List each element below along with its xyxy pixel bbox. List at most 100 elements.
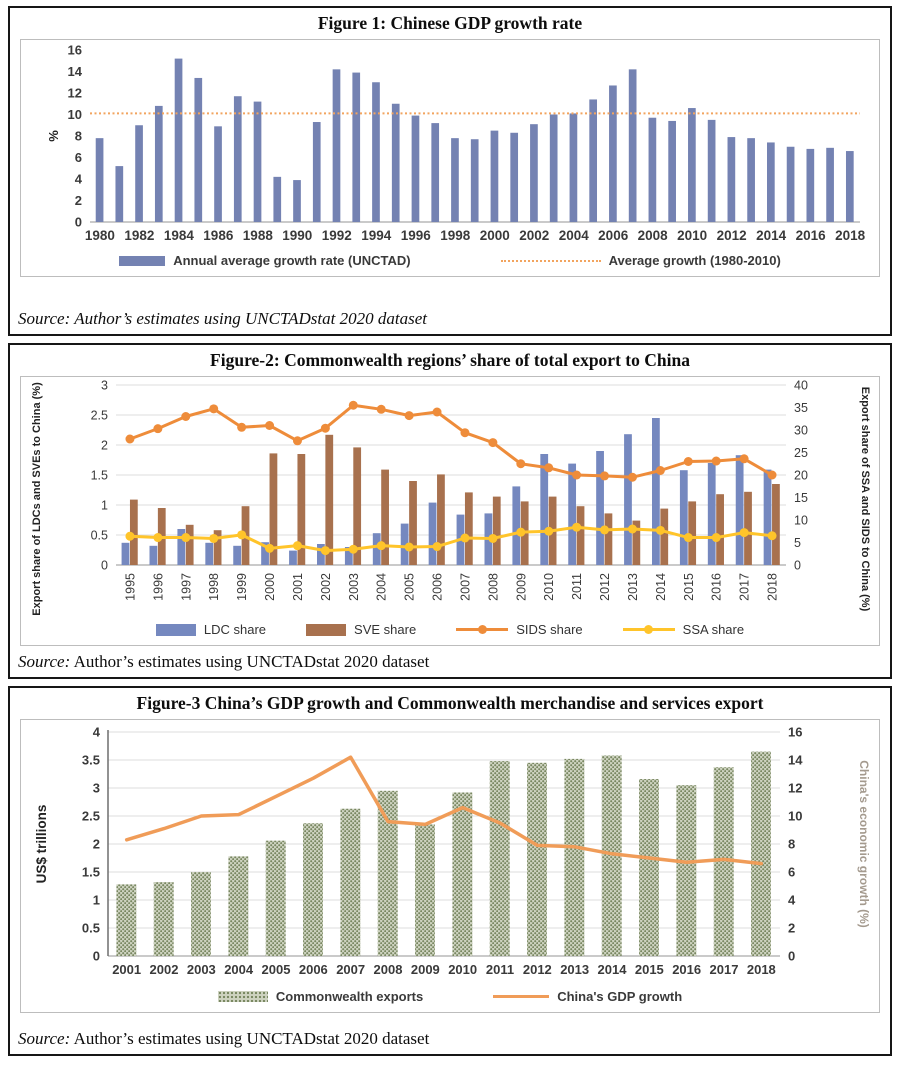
svg-text:12: 12: [68, 86, 82, 101]
svg-text:2004: 2004: [224, 962, 254, 977]
svg-text:China's economic growth (%): China's economic growth (%): [857, 760, 871, 928]
svg-text:2003: 2003: [347, 573, 361, 601]
svg-text:1990: 1990: [282, 228, 312, 243]
legend-line-swatch: [456, 625, 509, 635]
svg-text:2013: 2013: [560, 962, 589, 977]
legend-line-swatch: [493, 992, 550, 1002]
svg-text:1.5: 1.5: [91, 468, 108, 482]
svg-text:2017: 2017: [710, 962, 739, 977]
svg-text:2005: 2005: [403, 573, 417, 601]
figure-3-title: Figure-3 China’s GDP growth and Commonwe…: [136, 693, 764, 713]
figure-1-box: Figure 1: Chinese GDP growth rate 0 2 4 6 8 1…: [8, 6, 892, 336]
svg-text:12: 12: [788, 781, 802, 796]
figure-1-chart-area: 0 2 4 6 8 10 12 14 16% 1980 1982 1984 1986 1988 1990 19…: [20, 39, 880, 277]
figure-2-chart-area: 0 0.5 1 1.5 2 2.5 3 0 5 10 15 20 25 30 35 40 Export shar…: [20, 376, 880, 646]
svg-text:2008: 2008: [638, 228, 669, 243]
svg-text:1995: 1995: [123, 573, 137, 601]
svg-text:2016: 2016: [672, 962, 701, 977]
svg-text:0.5: 0.5: [91, 528, 108, 542]
svg-text:1996: 1996: [151, 573, 165, 601]
svg-text:1: 1: [101, 498, 108, 512]
svg-text:2011: 2011: [570, 573, 584, 600]
svg-text:2012: 2012: [598, 573, 612, 601]
svg-text:2016: 2016: [710, 573, 724, 601]
svg-text:2002: 2002: [150, 962, 179, 977]
svg-text:2015: 2015: [682, 573, 696, 601]
figure-3-chart-area: 0 0.5 1 1.5 2 2.5 3 3.5 4 0 2 4 6 8 10 12 14 16 US$ trilli…: [20, 719, 880, 1013]
svg-text:35: 35: [794, 401, 808, 415]
svg-text:10: 10: [68, 107, 82, 122]
svg-text:1994: 1994: [361, 228, 392, 243]
figure-1-source: Source: Author’s estimates using UNCTADs…: [10, 307, 890, 334]
legend-label: China's GDP growth: [557, 989, 683, 1004]
legend-marker-dot: [644, 625, 654, 634]
figure-1-source-prefix: Source:: [18, 309, 71, 328]
svg-text:14: 14: [68, 64, 83, 79]
legend-line: [493, 995, 550, 998]
svg-text:Export share of LDCs and SVEs: Export share of LDCs and SVEs to China (…: [31, 382, 43, 616]
svg-text:2006: 2006: [598, 228, 629, 243]
figure-1-source-text: Author’s estimates using UNCTADstat 2020…: [74, 309, 427, 328]
svg-text:4: 4: [788, 893, 796, 908]
figure-1-chart-svg: 0 2 4 6 8 10 12 14 16% 1980 1982 1984 1986 1988 1990 19…: [46, 43, 866, 243]
svg-text:2009: 2009: [514, 573, 528, 601]
svg-text:1980: 1980: [85, 228, 115, 243]
svg-text:2003: 2003: [187, 962, 216, 977]
svg-text:2: 2: [101, 438, 108, 452]
svg-text:2.5: 2.5: [91, 408, 108, 422]
svg-text:10: 10: [788, 809, 802, 824]
svg-text:25: 25: [794, 446, 808, 460]
svg-text:2010: 2010: [677, 228, 707, 243]
svg-text:2005: 2005: [262, 962, 291, 977]
svg-text:2: 2: [93, 837, 100, 852]
svg-text:2014: 2014: [756, 228, 787, 243]
svg-text:0: 0: [794, 558, 801, 572]
svg-text:1996: 1996: [401, 228, 432, 243]
svg-text:1997: 1997: [179, 573, 193, 601]
legend-item-ldc-share: LDC share: [155, 622, 266, 637]
svg-text:5: 5: [794, 536, 801, 550]
figure-3-source: Source: Author’s estimates using UNCTADs…: [10, 1027, 890, 1054]
svg-text:30: 30: [794, 423, 808, 437]
legend-bar-swatch: [306, 623, 347, 636]
legend-item-commonwealth-exports: Commonwealth exports: [217, 989, 424, 1004]
figure-1-legend: Annual average growth rate (UNCTAD) Avera…: [21, 252, 879, 276]
legend-label: Annual average growth rate (UNCTAD): [173, 253, 411, 268]
legend-item-sve-share: SVE share: [306, 622, 416, 637]
svg-text:2008: 2008: [374, 962, 403, 977]
svg-text:1998: 1998: [440, 228, 471, 243]
figure-2-box: Figure-2: Commonwealth regions’ share of…: [8, 343, 892, 679]
figure-2-title: Figure-2: Commonwealth regions’ share of…: [210, 350, 690, 370]
figure-2-source-text: Author’s estimates using UNCTADstat 2020…: [73, 652, 430, 671]
svg-text:1.5: 1.5: [82, 865, 100, 880]
svg-text:1: 1: [93, 893, 100, 908]
legend-label: Commonwealth exports: [275, 989, 424, 1004]
svg-text:2007: 2007: [336, 962, 365, 977]
svg-text:3.5: 3.5: [82, 753, 100, 768]
legend-item-annual-average-growth-rate-unctad-: Annual average growth rate (UNCTAD): [119, 253, 411, 268]
svg-text:2009: 2009: [411, 962, 440, 977]
figure-3-legend: Commonwealth exports China's GDP growth: [21, 988, 879, 1012]
svg-text:2013: 2013: [626, 573, 640, 601]
svg-text:1984: 1984: [164, 228, 195, 243]
svg-text:US$ trillions: US$ trillions: [34, 805, 49, 884]
svg-text:2001: 2001: [291, 573, 305, 601]
legend-label: Average growth (1980-2010): [608, 253, 781, 268]
legend-marker-dot: [477, 625, 487, 634]
svg-text:2007: 2007: [458, 573, 472, 601]
svg-text:3: 3: [93, 781, 100, 796]
svg-text:16: 16: [68, 43, 82, 58]
svg-text:2004: 2004: [375, 573, 389, 601]
svg-text:0: 0: [75, 215, 82, 230]
figure-3-source-prefix: Source:: [18, 1029, 71, 1048]
legend-bar-swatch: [155, 623, 196, 636]
svg-text:3: 3: [101, 378, 108, 392]
figure-3-source-text: Author’s estimates using UNCTADstat 2020…: [73, 1029, 430, 1048]
figure-2-source-prefix: Source:: [18, 652, 71, 671]
svg-text:1988: 1988: [243, 228, 274, 243]
svg-text:0: 0: [788, 949, 795, 964]
legend-line-swatch: [500, 259, 601, 262]
svg-text:2000: 2000: [263, 573, 277, 601]
legend-item-sids-share: SIDS share: [456, 622, 583, 637]
